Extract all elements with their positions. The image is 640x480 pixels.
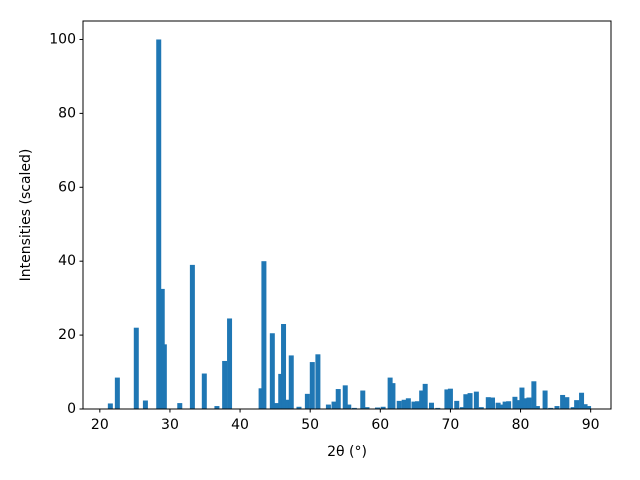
y-tick-label: 100 <box>49 31 76 47</box>
bar <box>586 406 592 409</box>
x-tick-label: 20 <box>91 417 109 433</box>
bar <box>502 401 508 409</box>
bar <box>285 399 291 409</box>
bar <box>222 360 228 409</box>
bar <box>281 324 287 409</box>
bar <box>114 377 120 409</box>
bar <box>133 327 139 409</box>
bar <box>405 398 411 409</box>
bar <box>142 400 148 409</box>
bar <box>473 391 479 409</box>
bar <box>428 402 434 409</box>
bar <box>227 318 233 409</box>
bar <box>177 403 183 409</box>
bar <box>519 387 525 409</box>
bar <box>189 264 195 409</box>
bar <box>414 401 420 409</box>
bar <box>463 394 469 409</box>
y-tick-label: 60 <box>58 179 76 195</box>
bar <box>447 388 453 409</box>
bar <box>495 402 501 409</box>
y-tick-label: 80 <box>58 105 76 121</box>
x-tick-label: 60 <box>371 417 389 433</box>
bar <box>360 390 366 409</box>
bar <box>274 403 280 409</box>
bar <box>485 397 491 409</box>
bar <box>401 399 407 409</box>
bar <box>161 344 167 409</box>
bar <box>304 393 310 409</box>
bar <box>335 389 341 409</box>
x-tick-label: 70 <box>442 417 460 433</box>
bar <box>309 362 315 409</box>
bar <box>396 400 402 409</box>
bar <box>315 354 321 409</box>
bar <box>548 407 554 409</box>
bar <box>506 401 512 409</box>
bar <box>261 261 267 409</box>
bar <box>564 397 570 409</box>
bar <box>288 355 294 409</box>
bar <box>375 407 381 409</box>
bar <box>478 407 484 409</box>
bar <box>515 400 521 409</box>
bar <box>201 373 207 409</box>
y-tick-label: 40 <box>58 253 76 269</box>
bar <box>570 407 576 409</box>
bar <box>579 392 585 409</box>
bar <box>435 407 441 409</box>
x-tick-label: 30 <box>161 417 179 433</box>
bar <box>390 383 396 409</box>
bar <box>331 401 337 409</box>
bar <box>467 393 473 409</box>
bar <box>526 397 532 409</box>
x-tick-label: 80 <box>512 417 530 433</box>
bar <box>346 404 352 409</box>
x-tick-label: 40 <box>231 417 249 433</box>
bar <box>258 388 264 409</box>
bar <box>582 404 588 409</box>
bar <box>534 406 540 409</box>
bar <box>342 385 348 409</box>
bar <box>387 377 393 409</box>
y-tick-label: 0 <box>67 401 76 417</box>
bar <box>214 406 220 409</box>
plot-frame <box>82 20 612 410</box>
bar <box>156 39 162 409</box>
x-tick-label: 50 <box>301 417 319 433</box>
bar <box>296 406 302 409</box>
bar <box>499 404 505 409</box>
y-axis-label: Intensities (scaled) <box>18 149 34 282</box>
bar <box>351 407 357 409</box>
bar <box>419 390 425 409</box>
bar <box>531 381 537 409</box>
y-tick-label: 20 <box>58 327 76 343</box>
bar <box>422 383 428 409</box>
x-tick-label: 90 <box>582 417 600 433</box>
x-axis-label: 2θ (°) <box>327 444 367 460</box>
bar <box>444 389 450 409</box>
bar <box>380 406 386 409</box>
bar <box>489 397 495 409</box>
bar <box>411 401 417 409</box>
bar <box>107 403 113 409</box>
bar <box>278 373 284 409</box>
bar <box>459 407 465 409</box>
bar <box>454 400 460 409</box>
bar <box>325 404 331 409</box>
bar <box>560 394 566 409</box>
bar <box>364 407 370 409</box>
bar <box>574 400 580 409</box>
bar <box>542 390 548 409</box>
bar <box>512 396 518 409</box>
bar <box>269 333 275 409</box>
bar <box>554 406 560 409</box>
bar <box>522 398 528 409</box>
